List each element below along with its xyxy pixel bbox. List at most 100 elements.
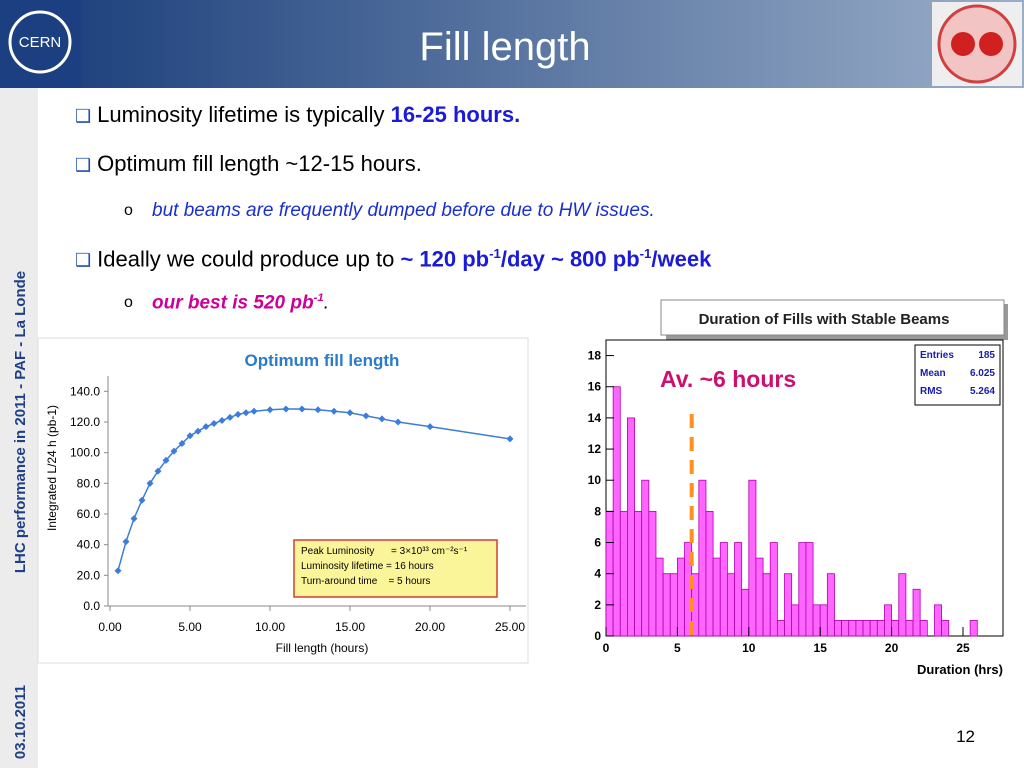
bar xyxy=(919,620,928,637)
x-tick-label: 20.00 xyxy=(415,620,445,634)
bullet-text: -1 xyxy=(489,246,501,261)
stats-name: RMS xyxy=(920,386,943,397)
annotation-text: Luminosity lifetime = 16 hours xyxy=(301,561,434,572)
data-point xyxy=(162,456,170,464)
slide-title: Fill length xyxy=(419,25,590,69)
bar xyxy=(905,620,914,637)
data-point xyxy=(178,439,186,447)
x-tick-label: 20 xyxy=(885,641,899,655)
y-tick-label: 6 xyxy=(594,536,601,550)
stats-value: 6.025 xyxy=(970,368,995,379)
bar xyxy=(655,557,664,637)
y-tick-label: 120.0 xyxy=(70,415,100,429)
bullet-text: Ideally we could produce up to xyxy=(97,246,401,272)
data-point xyxy=(282,405,290,413)
stats-box xyxy=(914,344,1001,406)
data-point xyxy=(234,410,242,418)
title-bar xyxy=(0,0,1024,88)
sub-bullet: o our best is 520 pb-1. xyxy=(124,292,329,314)
bar xyxy=(705,510,714,637)
annotation-text: Peak Luminosity = 3×10³³ cm⁻²s⁻¹ xyxy=(301,546,468,557)
annotation-box xyxy=(293,539,498,598)
data-point xyxy=(314,406,322,414)
chart-title: Duration of Fills with Stable Beams xyxy=(699,311,950,328)
bar xyxy=(841,620,850,637)
bar xyxy=(677,557,685,637)
logo-text: CERN xyxy=(19,34,62,51)
y-axis-label: Integrated L/24 h (pb-1) xyxy=(45,405,59,531)
x-tick-label: 5 xyxy=(674,641,681,655)
data-point xyxy=(378,415,386,423)
annotation-text: Turn-around time = 5 hours xyxy=(301,576,430,587)
y-tick-label: 100.0 xyxy=(70,446,100,460)
lhc-icon-dot xyxy=(951,32,975,56)
data-point xyxy=(202,423,210,431)
bar xyxy=(969,620,978,637)
stats-name: Entries xyxy=(920,350,954,361)
bar xyxy=(884,604,893,637)
y-tick-label: 20.0 xyxy=(77,568,101,582)
bar xyxy=(712,557,721,637)
bullet-text: -1 xyxy=(313,292,324,304)
bullet: ❑ Optimum fill length ~12-15 hours. xyxy=(75,151,422,176)
x-tick-label: 15 xyxy=(814,641,828,655)
bar xyxy=(876,620,885,637)
data-point xyxy=(210,420,218,428)
bar xyxy=(869,620,878,637)
bar xyxy=(612,386,621,637)
data-point xyxy=(330,407,338,415)
y-tick-label: 2 xyxy=(594,598,601,612)
x-tick-label: 25 xyxy=(956,641,970,655)
data-point xyxy=(114,567,122,575)
y-tick-label: 80.0 xyxy=(77,476,101,490)
bullet-text: -1 xyxy=(639,246,652,261)
x-axis-label: Fill length (hours) xyxy=(276,641,369,655)
lhc-icon xyxy=(937,4,1017,84)
data-point xyxy=(122,538,130,546)
bar xyxy=(791,604,800,637)
bar xyxy=(855,620,864,637)
bullet-text: /day ~ 800 pb xyxy=(500,246,640,272)
data-point xyxy=(146,479,154,487)
bar xyxy=(619,510,628,637)
bullet-text: our best is 520 pb xyxy=(152,292,314,314)
bullet-text: 16-25 hours. xyxy=(390,102,521,127)
bar xyxy=(834,620,843,637)
sidebar xyxy=(0,88,38,768)
data-point xyxy=(394,418,402,426)
y-tick-label: 4 xyxy=(594,567,601,581)
stats-name: Mean xyxy=(920,368,946,379)
sidebar-event: LHC performance in 2011 - PAF - La Londe xyxy=(12,271,29,573)
bar xyxy=(912,588,921,637)
bar xyxy=(898,573,907,637)
data-point xyxy=(250,407,258,415)
data-point xyxy=(194,427,202,435)
data-point xyxy=(138,496,146,504)
bar xyxy=(826,573,835,637)
bar xyxy=(941,620,950,637)
bar xyxy=(798,542,807,637)
y-tick-label: 18 xyxy=(588,349,602,363)
data-point xyxy=(506,435,514,443)
sidebar-date: 03.10.2011 xyxy=(12,685,29,759)
data-point xyxy=(346,409,354,417)
bar xyxy=(641,479,650,637)
bar xyxy=(726,573,735,637)
annotation-text: Av. ~6 hours xyxy=(660,366,796,392)
bar xyxy=(934,604,942,637)
stats-value: 5.264 xyxy=(970,386,995,397)
data-point xyxy=(186,432,194,440)
bullet-text: but beams are frequently dumped before d… xyxy=(152,200,655,221)
x-axis-label: Duration (hrs) xyxy=(917,662,1003,677)
title-box xyxy=(660,299,1005,336)
y-tick-label: 8 xyxy=(594,504,601,518)
x-tick-label: 10.00 xyxy=(255,620,285,634)
bar xyxy=(762,573,771,637)
y-tick-label: 140.0 xyxy=(70,384,100,398)
bar xyxy=(891,620,900,637)
y-tick-label: 40.0 xyxy=(77,538,101,552)
bar xyxy=(698,479,707,637)
bullet: ❑ Ideally we could produce up to ~ 120 pb… xyxy=(75,246,712,272)
